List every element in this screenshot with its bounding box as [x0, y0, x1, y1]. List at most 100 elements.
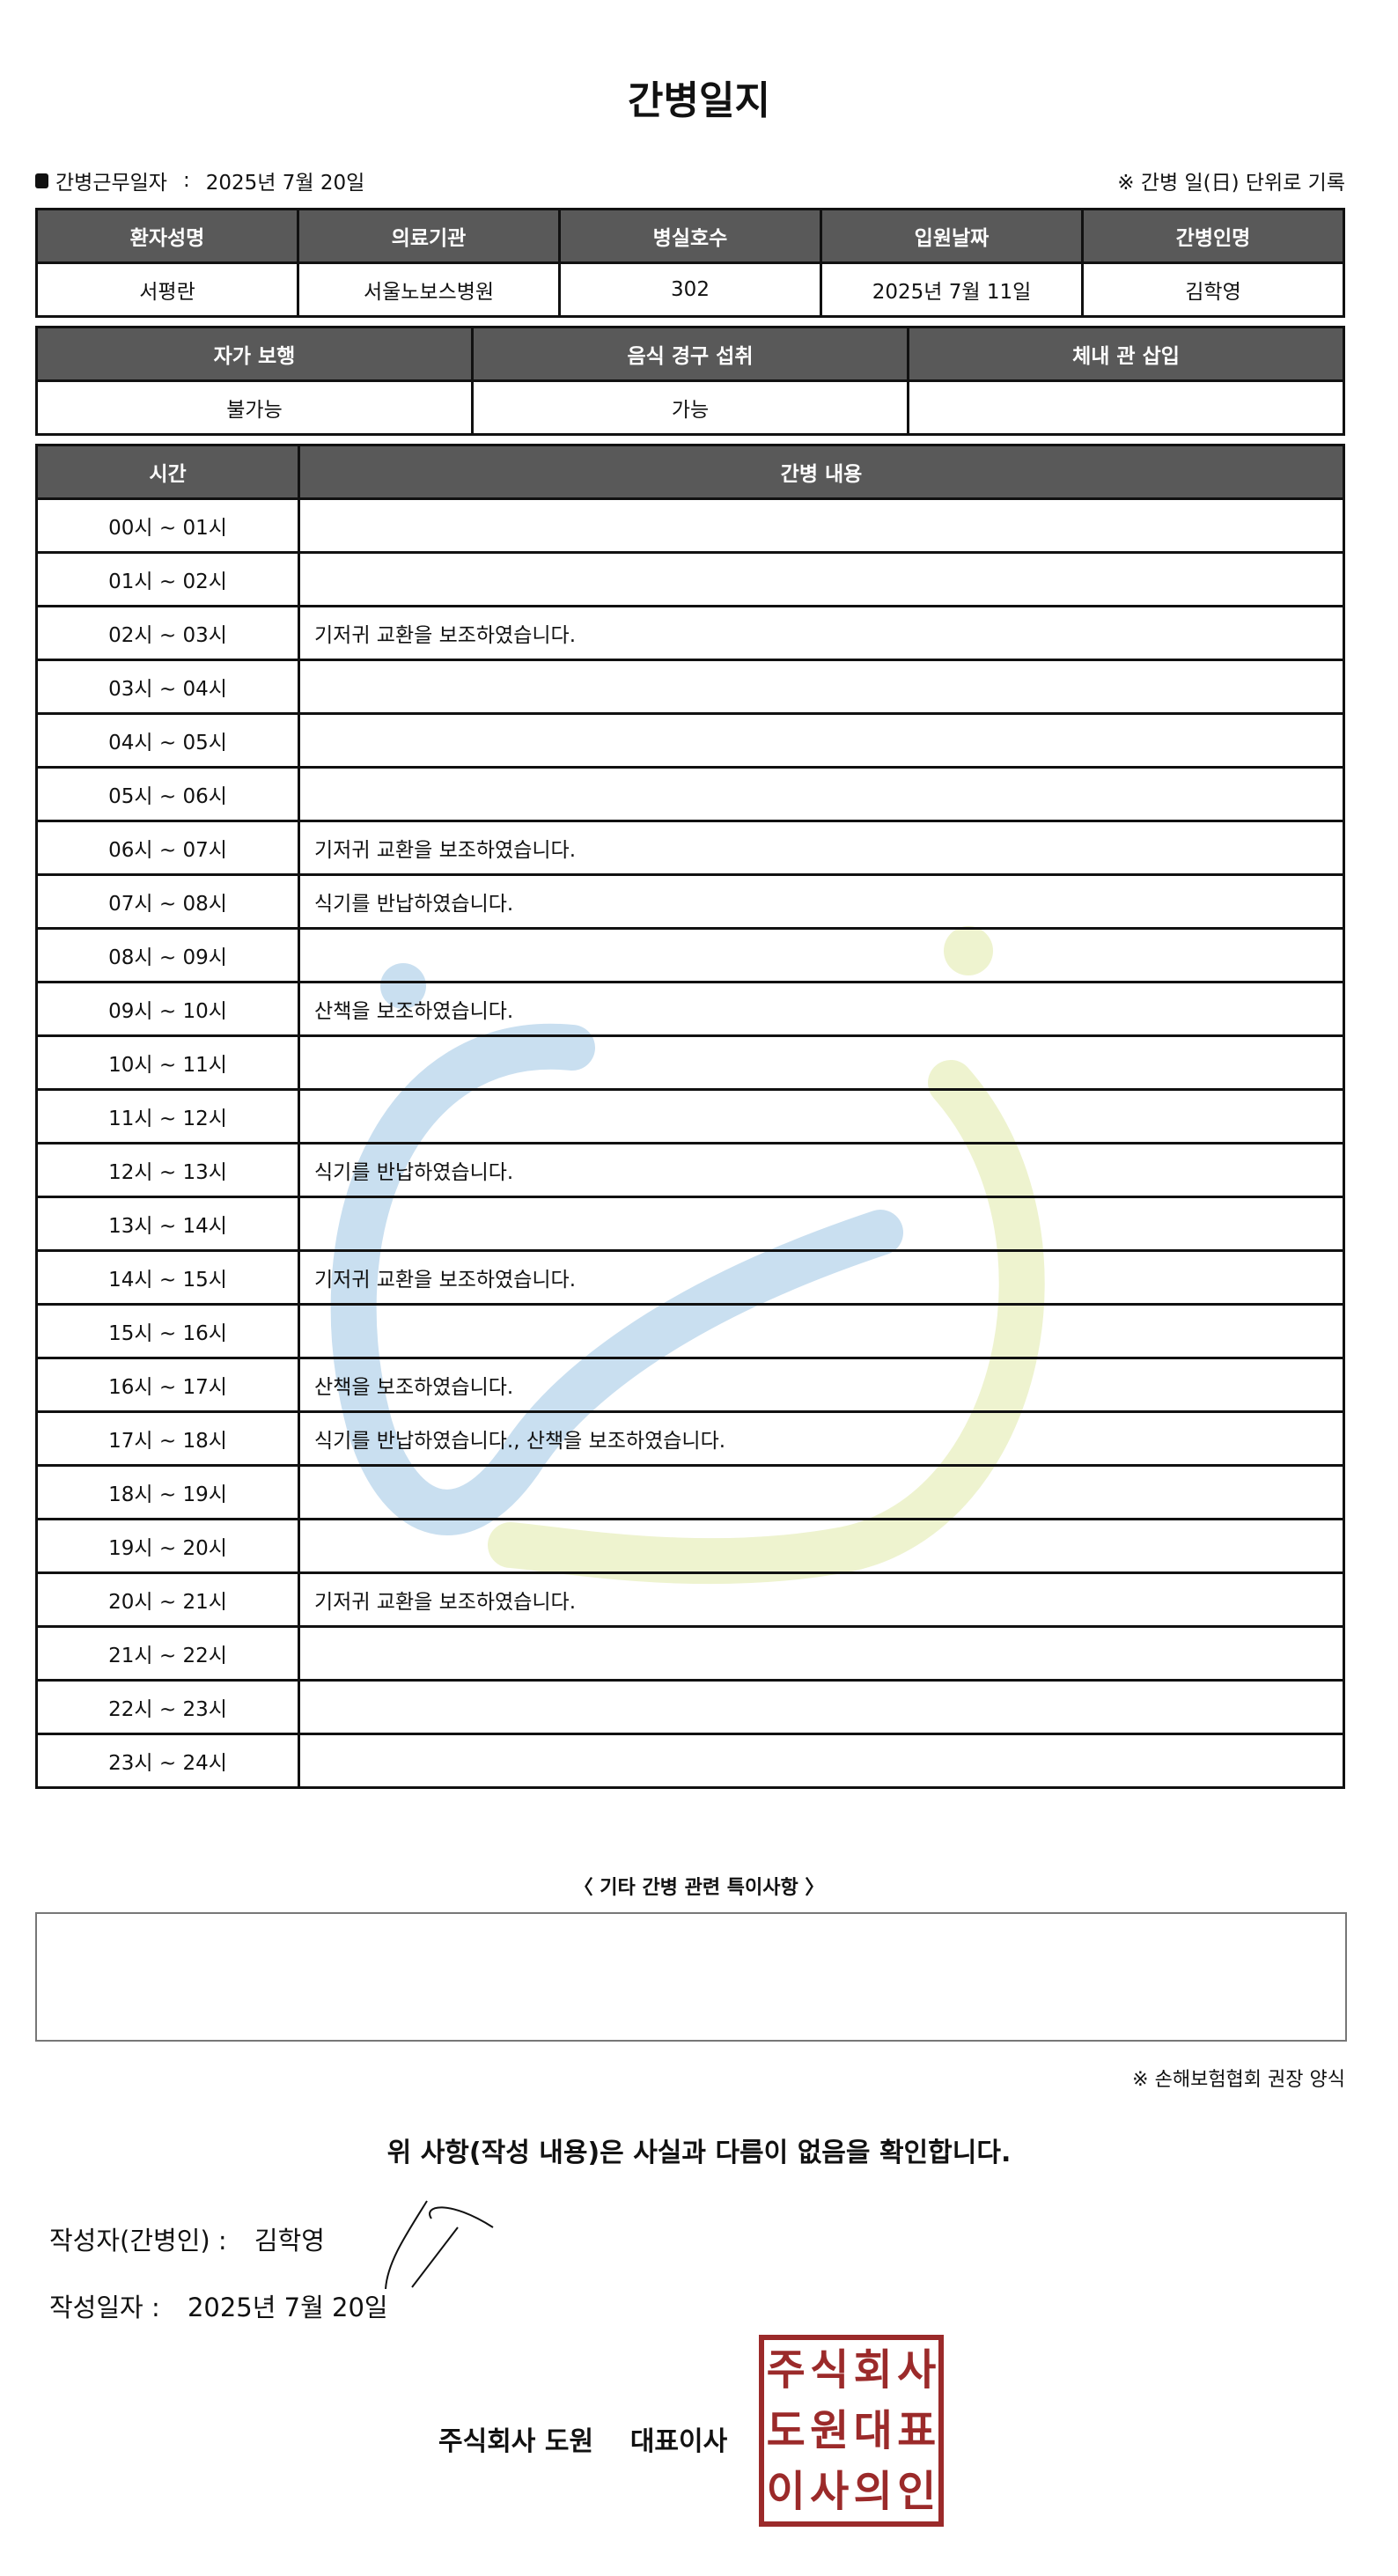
- table-row: 11시 ~ 12시: [35, 1088, 1345, 1144]
- header-admission-date: 입원날짜: [820, 208, 1084, 264]
- header-caregiver: 간병인명: [1081, 208, 1345, 264]
- table-row: 20시 ~ 21시 기저귀 교환을 보조하였습니다.: [35, 1571, 1345, 1628]
- confirmation-text: 위 사항(작성 내용)은 사실과 다름이 없음을 확인합니다.: [386, 2138, 1012, 2168]
- time-cell: 00시 ~ 01시: [35, 497, 300, 554]
- content-cell: [298, 1464, 1345, 1520]
- stamp-char: 표: [897, 2405, 937, 2455]
- table-row: 21시 ~ 22시: [35, 1625, 1345, 1682]
- stamp-char: 식: [810, 2345, 850, 2396]
- special-notes-title: 〈 기타 간병 관련 특이사항 〉: [573, 1877, 825, 1899]
- stamp-char: 대: [853, 2405, 893, 2455]
- company-representative: 주식회사 도원 대표이사: [438, 2426, 728, 2457]
- time-cell: 01시 ~ 02시: [35, 551, 300, 607]
- square-bullet-icon: [35, 173, 48, 188]
- write-date-label: 작성일자 :: [49, 2293, 160, 2322]
- stamp-char: 이: [766, 2466, 806, 2516]
- write-date-value: 2025년 7월 20일: [187, 2293, 388, 2322]
- oral-intake-value: 가능: [471, 379, 909, 436]
- stamp-char: 의: [853, 2466, 893, 2516]
- time-cell: 19시 ~ 20시: [35, 1518, 300, 1574]
- content-cell: 기저귀 교환을 보조하였습니다.: [298, 605, 1345, 661]
- time-cell: 05시 ~ 06시: [35, 766, 300, 822]
- tube-value: [907, 379, 1345, 436]
- stamp-char: 사: [897, 2345, 937, 2396]
- header-walking: 자가 보행: [35, 326, 474, 382]
- content-cell: 산책을 보조하였습니다.: [298, 981, 1345, 1037]
- time-cell: 11시 ~ 12시: [35, 1088, 300, 1144]
- time-cell: 15시 ~ 16시: [35, 1303, 300, 1359]
- page-title: 간병일지: [628, 78, 770, 123]
- time-cell: 10시 ~ 11시: [35, 1034, 300, 1091]
- content-cell: [298, 1518, 1345, 1574]
- special-notes-box: [35, 1912, 1347, 2042]
- table-row: 19시 ~ 20시: [35, 1518, 1345, 1574]
- table-row: 14시 ~ 15시 기저귀 교환을 보조하였습니다.: [35, 1249, 1345, 1306]
- stamp-char: 회: [853, 2345, 893, 2396]
- content-cell: [298, 659, 1345, 715]
- time-cell: 23시 ~ 24시: [35, 1733, 300, 1789]
- header-patient-name: 환자성명: [35, 208, 299, 264]
- status-table: 자가 보행 음식 경구 섭취 체내 관 삽입 불가능 가능: [35, 326, 1345, 436]
- work-date-value: 2025년 7월 20일: [205, 172, 365, 195]
- content-cell: [298, 766, 1345, 822]
- time-cell: 14시 ~ 15시: [35, 1249, 300, 1306]
- time-cell: 13시 ~ 14시: [35, 1196, 300, 1252]
- stamp-char: 주: [766, 2345, 806, 2396]
- header-content: 간병 내용: [298, 444, 1345, 500]
- patient-name: 서평란: [35, 261, 299, 318]
- time-cell: 12시 ~ 13시: [35, 1142, 300, 1198]
- log-table: 시간 간병 내용 00시 ~ 01시 01시 ~ 02시 02시 ~ 03시 기저귀 …: [35, 444, 1345, 1789]
- table-row: 23시 ~ 24시: [35, 1733, 1345, 1789]
- patient-table: 환자성명 의료기관 병실호수 입원날짜 간병인명 서평란 서울노보스병원 302…: [35, 208, 1345, 318]
- work-date-separator: :: [182, 169, 190, 192]
- content-cell: [298, 927, 1345, 983]
- header-oral-intake: 음식 경구 섭취: [471, 326, 909, 382]
- content-cell: 식기를 반납하였습니다.: [298, 1142, 1345, 1198]
- work-date-label: 간병근무일자: [55, 172, 167, 195]
- content-cell: [298, 1196, 1345, 1252]
- association-note: ※ 손해보험협회 권장 양식: [1132, 2069, 1345, 2091]
- hospital: 서울노보스병원: [297, 261, 561, 318]
- time-cell: 22시 ~ 23시: [35, 1679, 300, 1735]
- table-row: 22시 ~ 23시: [35, 1679, 1345, 1735]
- unit-note: ※ 간병 일(日) 단위로 기록: [1117, 172, 1345, 195]
- admission-date: 2025년 7월 11일: [820, 261, 1084, 318]
- table-row: 01시 ~ 02시: [35, 551, 1345, 607]
- header-tube: 체내 관 삽입: [907, 326, 1345, 382]
- content-cell: [298, 497, 1345, 554]
- time-cell: 16시 ~ 17시: [35, 1357, 300, 1413]
- time-cell: 02시 ~ 03시: [35, 605, 300, 661]
- stamp-char: 원: [810, 2405, 850, 2455]
- time-cell: 08시 ~ 09시: [35, 927, 300, 983]
- header-room: 병실호수: [558, 208, 822, 264]
- time-cell: 06시 ~ 07시: [35, 820, 300, 876]
- signature: [385, 2200, 494, 2289]
- stamp-char: 인: [897, 2466, 937, 2516]
- content-cell: [298, 551, 1345, 607]
- stamp-char: 도: [766, 2405, 806, 2455]
- content-cell: 식기를 반납하였습니다.: [298, 873, 1345, 930]
- content-cell: [298, 1733, 1345, 1789]
- time-cell: 20시 ~ 21시: [35, 1571, 300, 1628]
- table-row: 05시 ~ 06시: [35, 766, 1345, 822]
- header-time: 시간: [35, 444, 300, 500]
- table-row: 07시 ~ 08시 식기를 반납하였습니다.: [35, 873, 1345, 930]
- header-hospital: 의료기관: [297, 208, 561, 264]
- table-row: 16시 ~ 17시 산책을 보조하였습니다.: [35, 1357, 1345, 1413]
- time-cell: 07시 ~ 08시: [35, 873, 300, 930]
- time-cell: 09시 ~ 10시: [35, 981, 300, 1037]
- table-row: 00시 ~ 01시: [35, 497, 1345, 554]
- writer: 작성자(간병인) : 김학영: [49, 2220, 325, 2257]
- time-cell: 04시 ~ 05시: [35, 712, 300, 769]
- table-row: 08시 ~ 09시: [35, 927, 1345, 983]
- table-row: 02시 ~ 03시 기저귀 교환을 보조하였습니다.: [35, 605, 1345, 661]
- work-date: 간병근무일자 : 2025년 7월 20일: [35, 166, 364, 195]
- table-row: 10시 ~ 11시: [35, 1034, 1345, 1091]
- table-row: 18시 ~ 19시: [35, 1464, 1345, 1520]
- content-cell: [298, 1679, 1345, 1735]
- content-cell: 기저귀 교환을 보조하였습니다.: [298, 1249, 1345, 1306]
- content-cell: [298, 1303, 1345, 1359]
- stamp-char: 사: [810, 2466, 850, 2516]
- table-row: 09시 ~ 10시 산책을 보조하였습니다.: [35, 981, 1345, 1037]
